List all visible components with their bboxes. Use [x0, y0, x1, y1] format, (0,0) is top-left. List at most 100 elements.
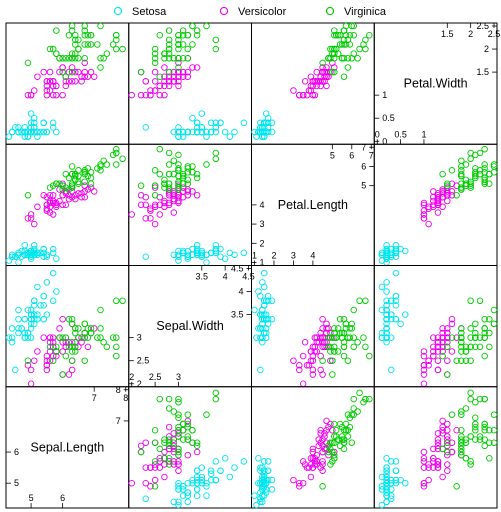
- point-versicolor: [78, 78, 85, 85]
- point-versicolor: [56, 197, 63, 205]
- point-versicolor: [43, 91, 51, 99]
- point-virginica: [156, 31, 164, 39]
- point-versicolor: [444, 197, 451, 205]
- point-virginica: [332, 426, 340, 434]
- point-virginica: [72, 41, 79, 48]
- point-setosa: [388, 297, 395, 305]
- tick-label: 0: [382, 136, 387, 146]
- point-versicolor: [307, 455, 315, 462]
- point-versicolor: [175, 430, 182, 437]
- point-virginica: [137, 68, 145, 76]
- point-versicolor: [165, 433, 173, 440]
- point-versicolor: [137, 201, 145, 209]
- point-virginica: [68, 55, 76, 62]
- point-versicolor: [439, 473, 446, 481]
- point-versicolor: [323, 426, 330, 434]
- point-setosa: [193, 492, 201, 499]
- point-virginica: [151, 50, 159, 57]
- point-setosa: [24, 251, 32, 259]
- point-virginica: [100, 339, 107, 346]
- point-versicolor: [151, 87, 159, 94]
- point-virginica: [184, 180, 192, 187]
- point-virginica: [84, 172, 92, 180]
- point-versicolor: [68, 78, 76, 85]
- point-versicolor: [46, 78, 54, 85]
- point-setosa: [212, 241, 220, 249]
- point-versicolor: [175, 78, 182, 85]
- point-virginica: [458, 334, 465, 341]
- point-versicolor: [425, 220, 432, 228]
- point-versicolor: [179, 68, 187, 76]
- point-virginica: [184, 411, 192, 418]
- point-virginica: [348, 411, 356, 418]
- point-virginica: [184, 423, 192, 431]
- point-virginica: [332, 433, 340, 440]
- point-versicolor: [49, 343, 57, 351]
- point-virginica: [486, 315, 493, 323]
- point-setosa: [24, 306, 32, 314]
- point-virginica: [212, 149, 220, 157]
- point-setosa: [378, 334, 386, 341]
- point-versicolor: [430, 464, 437, 471]
- point-virginica: [472, 423, 479, 431]
- point-setosa: [378, 329, 386, 337]
- point-setosa: [383, 467, 390, 474]
- point-setosa: [198, 247, 206, 255]
- point-virginica: [342, 22, 350, 30]
- point-setosa: [268, 486, 276, 493]
- point-virginica: [179, 31, 187, 39]
- point-versicolor: [65, 339, 73, 346]
- point-setosa: [27, 334, 35, 341]
- point-virginica: [156, 145, 164, 153]
- point-versicolor: [420, 366, 428, 374]
- point-versicolor: [420, 380, 428, 388]
- point-versicolor: [309, 371, 317, 378]
- point-setosa: [383, 297, 390, 305]
- point-setosa: [27, 325, 35, 332]
- point-virginica: [75, 325, 82, 332]
- point-virginica: [336, 315, 344, 323]
- point-setosa: [383, 483, 390, 490]
- point-versicolor: [170, 73, 178, 80]
- point-virginica: [481, 325, 488, 332]
- point-virginica: [97, 22, 104, 30]
- point-virginica: [113, 334, 120, 341]
- point-versicolor: [59, 64, 66, 71]
- point-versicolor: [165, 73, 173, 80]
- point-virginica: [189, 22, 196, 30]
- point-setosa: [49, 245, 57, 253]
- point-setosa: [15, 251, 22, 259]
- point-virginica: [331, 343, 338, 351]
- point-setosa: [264, 119, 272, 127]
- panel-r0-c0: [5, 22, 130, 145]
- panel-border: [128, 386, 252, 509]
- point-virginica: [49, 45, 57, 53]
- point-versicolor: [321, 73, 328, 80]
- tick-label: 6: [60, 493, 65, 503]
- point-versicolor: [317, 430, 324, 437]
- point-versicolor: [151, 461, 159, 468]
- point-setosa: [37, 302, 44, 309]
- point-virginica: [340, 36, 348, 44]
- point-versicolor: [439, 339, 446, 346]
- point-setosa: [388, 495, 395, 503]
- point-setosa: [207, 470, 215, 478]
- point-virginica: [350, 334, 357, 341]
- point-virginica: [472, 420, 479, 428]
- point-versicolor: [323, 343, 330, 351]
- point-virginica: [458, 180, 465, 187]
- point-setosa: [24, 133, 32, 140]
- point-virginica: [165, 50, 173, 57]
- point-virginica: [338, 329, 346, 337]
- point-versicolor: [439, 329, 446, 337]
- point-versicolor: [439, 426, 446, 434]
- point-virginica: [175, 41, 182, 48]
- point-virginica: [462, 357, 470, 364]
- point-virginica: [336, 442, 344, 450]
- point-versicolor: [434, 334, 442, 341]
- point-setosa: [175, 479, 182, 487]
- point-virginica: [179, 170, 187, 178]
- point-virginica: [344, 411, 352, 418]
- point-virginica: [81, 168, 88, 176]
- point-versicolor: [444, 329, 451, 337]
